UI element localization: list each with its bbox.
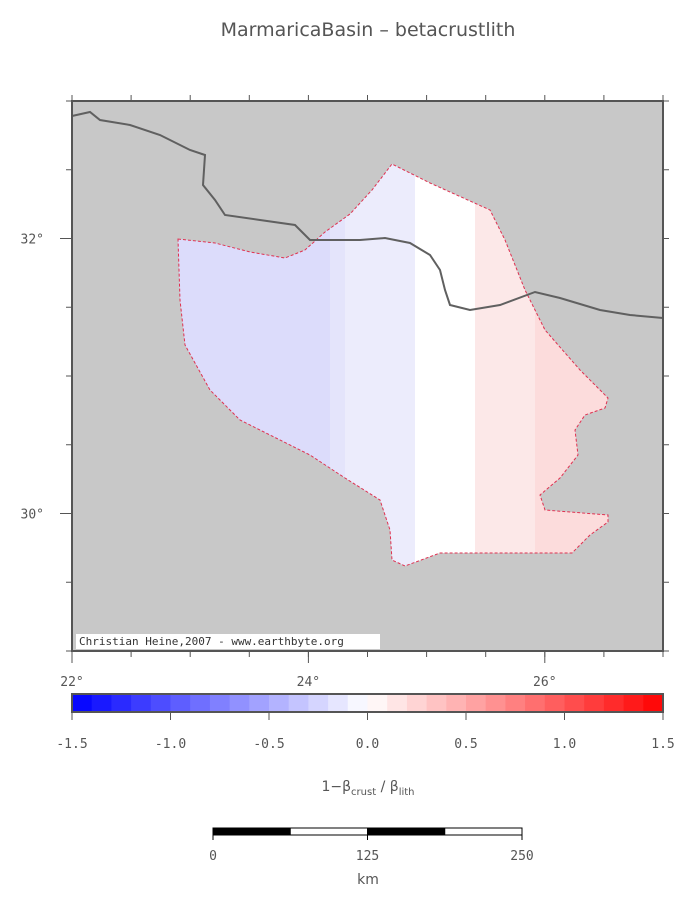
colorbar-cell [91, 694, 112, 712]
colorbar-tick-label: -1.0 [155, 737, 186, 752]
lon-tick-label: 26° [533, 675, 556, 690]
colorbar-cell [328, 694, 349, 712]
colorbar: -1.5 -1.0 -0.5 0.0 0.5 1.0 1.5 [56, 693, 675, 752]
colorbar-cell [603, 694, 625, 712]
scale-tick-label: 125 [356, 849, 379, 864]
colorbar-tick-label: -1.5 [56, 737, 87, 752]
title: MarmaricaBasin – betacrustlith [221, 19, 516, 41]
colorbar-cell [367, 694, 388, 712]
scale-segment [289, 827, 368, 836]
colorbar-tick-label: 1.0 [553, 737, 576, 752]
label-part: / β [376, 779, 399, 795]
colorbar-cell [111, 694, 132, 712]
basin-outline [177, 163, 609, 567]
colorbar-cell [525, 694, 546, 712]
label-part: lith [399, 787, 415, 798]
lat-tick-label: 30° [21, 508, 44, 523]
scale-tick-label: 0 [209, 849, 217, 864]
colorbar-tick-label: 0.0 [356, 737, 379, 752]
colorbar-cell [426, 694, 447, 712]
colorbar-cell [288, 694, 309, 712]
colorbar-label: 1−βcrust / βlith [321, 779, 414, 798]
scale-segment [367, 827, 446, 836]
colorbar-cell [446, 694, 467, 712]
label-part: crust [351, 787, 376, 798]
colorbar-tick-label: -0.5 [253, 737, 284, 752]
colorbar-cell [584, 694, 605, 712]
coastline [71, 110, 664, 319]
credit-box [76, 634, 380, 649]
colorbar-cell [170, 694, 191, 712]
colorbar-cell [150, 694, 171, 712]
colorbar-cell [229, 694, 250, 712]
label-part: 1−β [321, 779, 351, 795]
colorbar-cell [347, 694, 368, 712]
credit: Christian Heine,2007 - www.earthbyte.org [79, 635, 344, 648]
scale-segment [212, 827, 291, 836]
lon-tick-label: 22° [60, 675, 83, 690]
colorbar-cell [544, 694, 565, 712]
colorbar-cell [643, 694, 664, 712]
scale-unit: km [357, 872, 379, 888]
scale-tick-label: 250 [510, 849, 533, 864]
colorbar-cell [387, 694, 408, 712]
colorbar-cell [190, 694, 211, 712]
colorbar-cell [466, 694, 487, 712]
colorbar-cell [131, 694, 152, 712]
scale-segment [444, 827, 523, 836]
colorbar-cell [406, 694, 428, 712]
colorbar-cell [505, 694, 526, 712]
colorbar-cell [485, 694, 506, 712]
colorbar-cell [269, 694, 290, 712]
colorbar-tick-label: 1.5 [651, 737, 674, 752]
colorbar-cell [249, 694, 270, 712]
lon-tick-label: 24° [297, 675, 320, 690]
colorbar-cell [564, 694, 585, 712]
colorbar-cell [308, 694, 329, 712]
colorbar-cell [72, 694, 93, 712]
lat-tick-label: 32° [21, 233, 44, 248]
colorbar-tick-label: 0.5 [454, 737, 477, 752]
colorbar-cell [209, 694, 231, 712]
colorbar-cell [623, 694, 644, 712]
